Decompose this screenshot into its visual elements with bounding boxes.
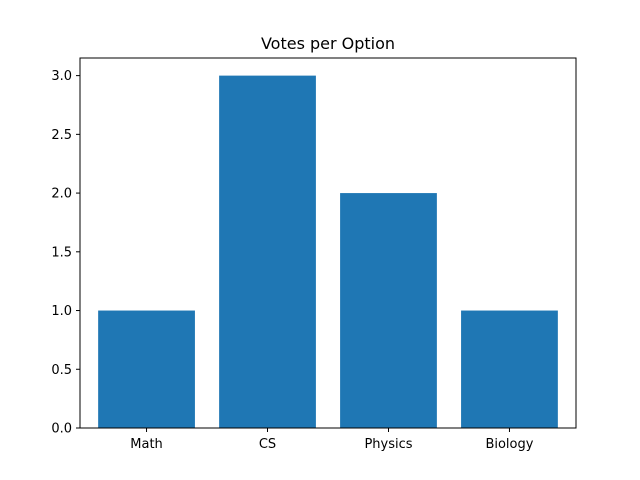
x-tick-label: Math bbox=[130, 437, 163, 452]
x-tick-label: Physics bbox=[364, 437, 412, 452]
bar-physics bbox=[340, 193, 437, 428]
chart-title: Votes per Option bbox=[261, 34, 395, 53]
y-tick-label: 1.5 bbox=[51, 245, 72, 260]
y-tick-label: 0.0 bbox=[51, 422, 72, 437]
x-tick-label: CS bbox=[259, 437, 276, 452]
bars-group bbox=[98, 75, 558, 428]
y-tick-label: 2.0 bbox=[51, 187, 72, 202]
x-tick-label: Biology bbox=[485, 437, 533, 452]
y-axis-ticks: 0.0 0.5 1.0 1.5 2.0 2.5 3.0 bbox=[51, 69, 80, 437]
y-tick-label: 0.5 bbox=[51, 363, 72, 378]
bar-cs bbox=[219, 75, 316, 428]
bar-biology bbox=[461, 310, 558, 428]
bar-math bbox=[98, 310, 195, 428]
x-axis-ticks: Math CS Physics Biology bbox=[130, 428, 534, 452]
y-tick-label: 1.0 bbox=[51, 304, 72, 319]
plot-frame bbox=[79, 57, 577, 429]
y-tick-label: 3.0 bbox=[51, 69, 72, 84]
y-tick-label: 2.5 bbox=[51, 128, 72, 143]
